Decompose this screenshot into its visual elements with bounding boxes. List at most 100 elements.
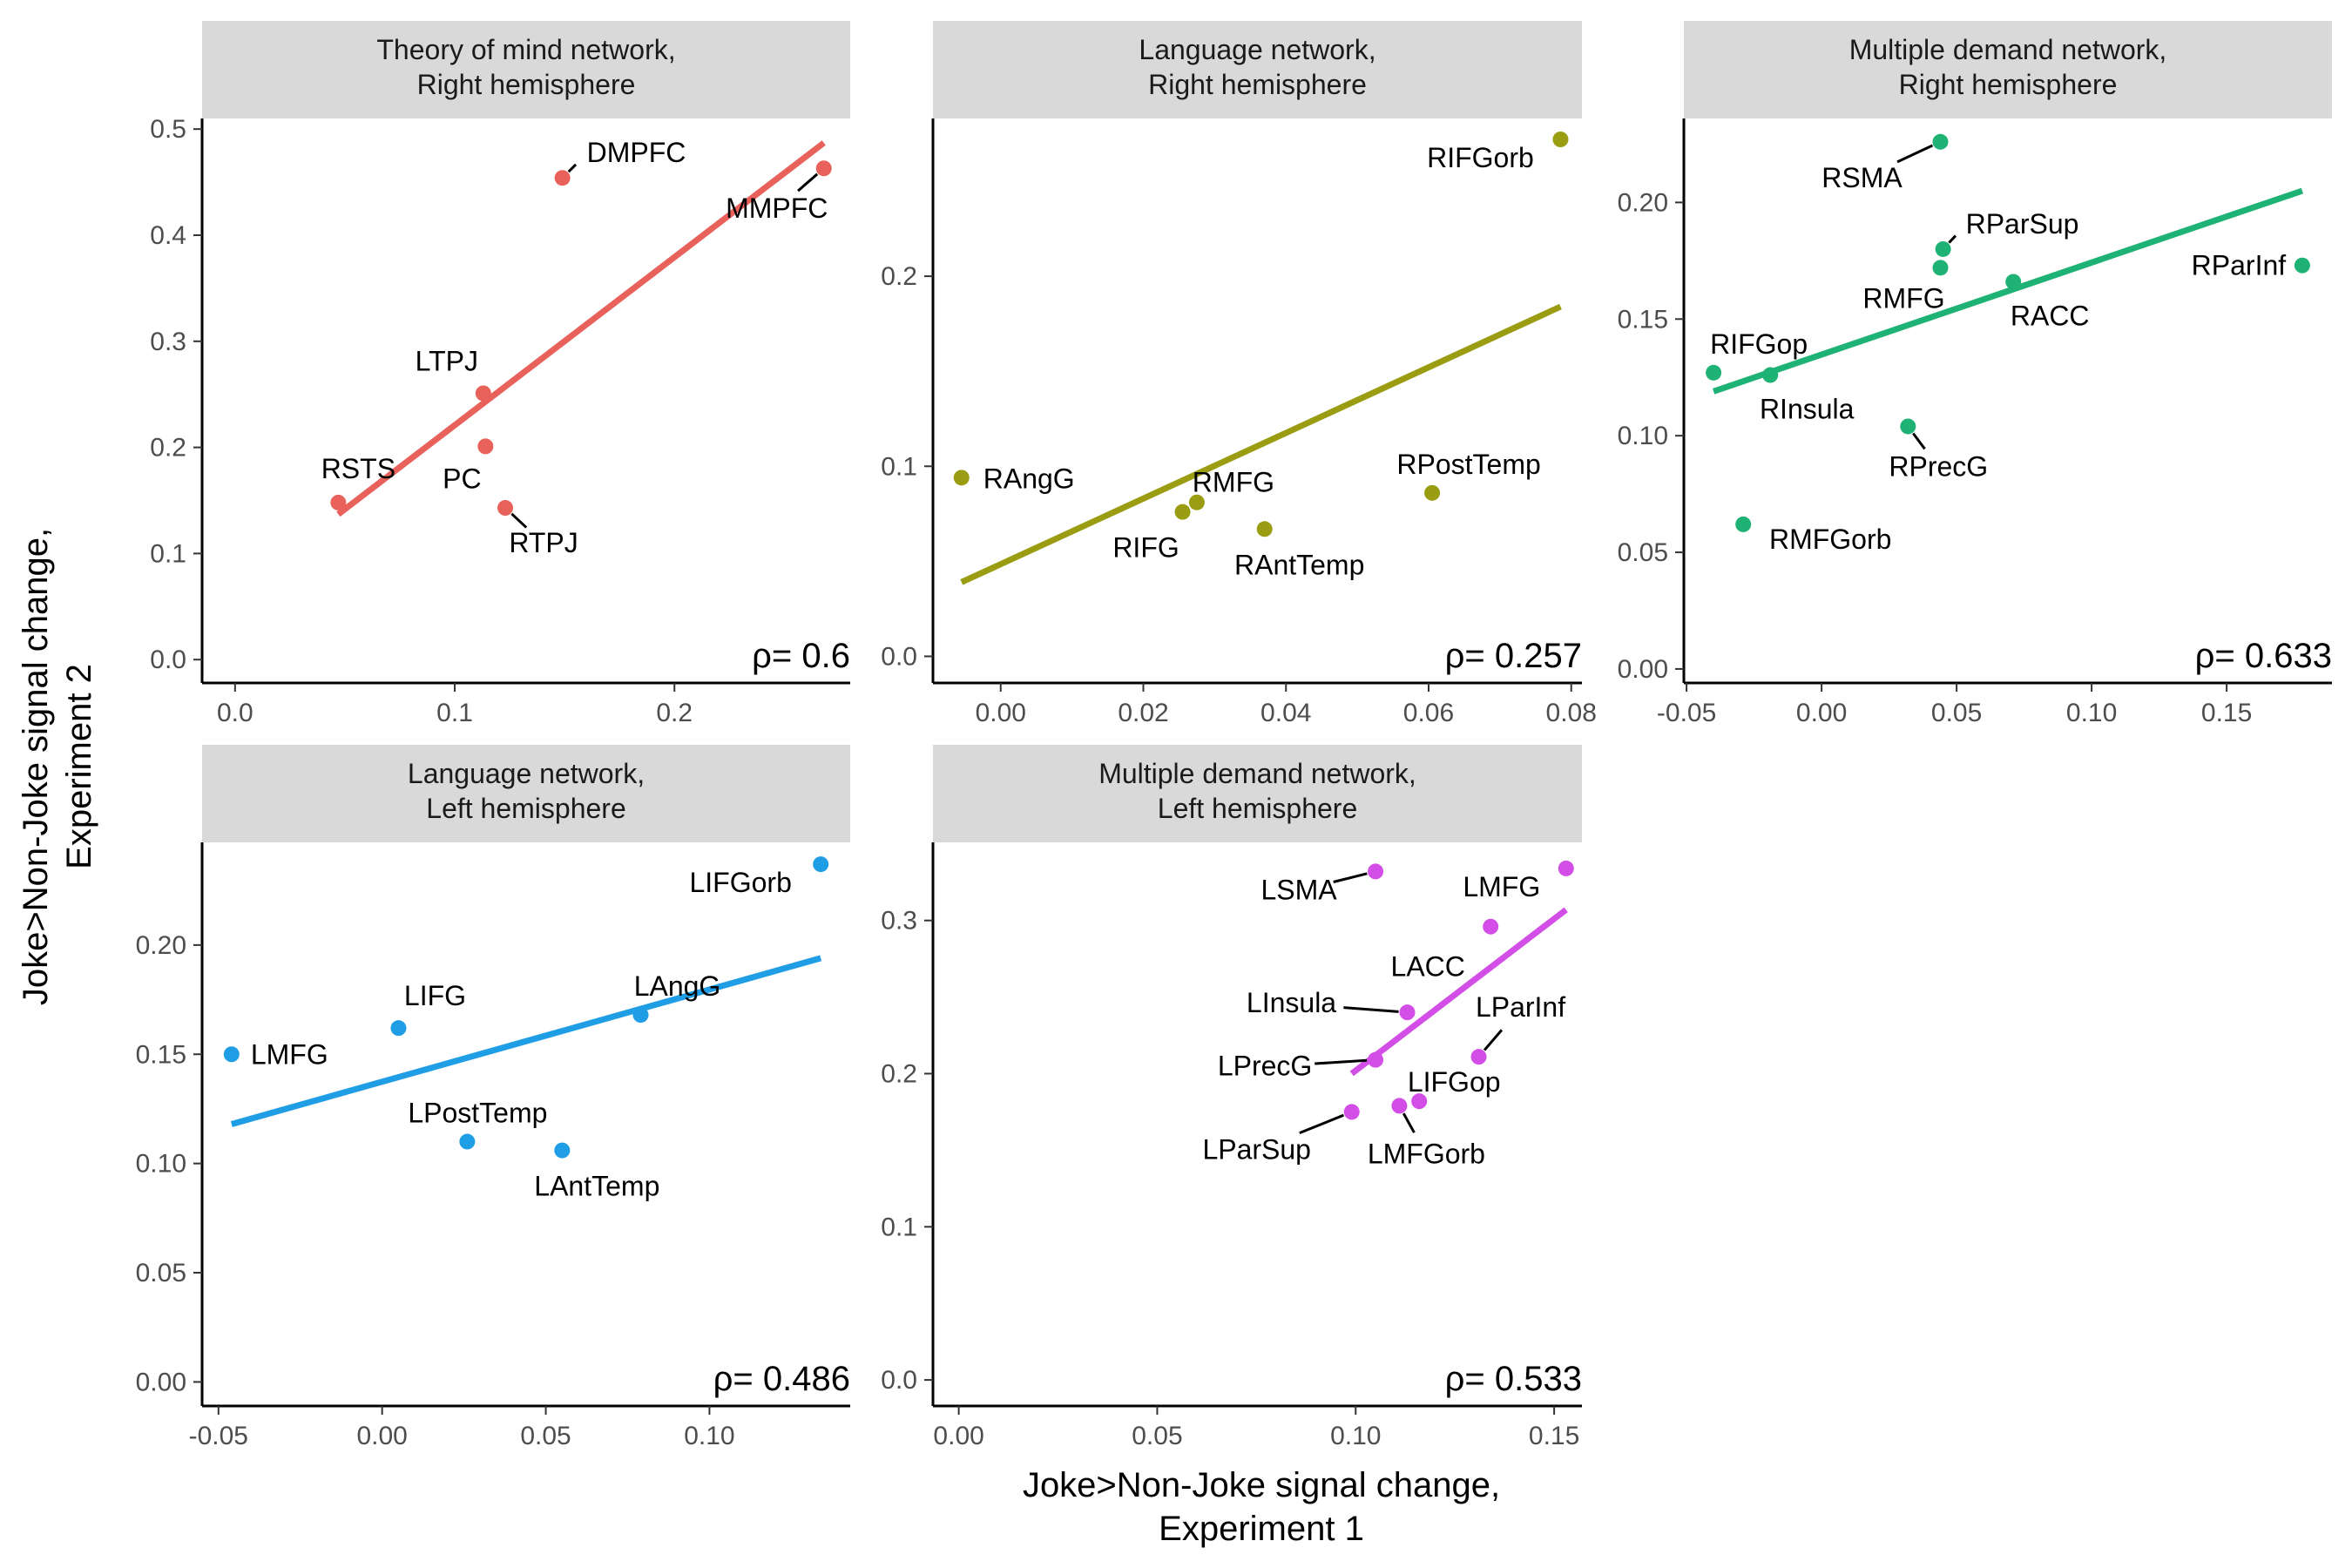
data-point-rtpj	[497, 500, 514, 517]
data-point-lmfg	[223, 1046, 240, 1063]
data-point-rinsula	[1762, 367, 1779, 383]
point-label-lparinf: LParInf	[1476, 991, 1565, 1023]
point-label-lposttemp: LPostTemp	[408, 1098, 547, 1129]
y-tick-label: 0.15	[1618, 305, 1668, 334]
panel-5: Multiple demand network, Left hemisphere 0…	[881, 745, 1582, 1450]
x-tick-label: 0.04	[1260, 699, 1311, 727]
point-label-lifgop: LIFGop	[1408, 1066, 1501, 1098]
data-point-lsma	[1368, 863, 1384, 880]
data-point-rangg	[953, 470, 970, 486]
rho-annotation: ρ= 0.533	[1445, 1360, 1582, 1398]
x-axis-title-line-2: Experiment 1	[1159, 1510, 1364, 1548]
y-tick-label: 0.00	[136, 1368, 186, 1396]
panel-strip-background	[202, 745, 850, 842]
y-axis-title-line-2: Experiment 2	[60, 664, 98, 869]
x-tick-label: 0.06	[1403, 699, 1454, 727]
x-tick-label: 0.0	[217, 699, 253, 727]
data-point-lmfgorb	[1391, 1098, 1408, 1114]
panel-strip-background	[933, 21, 1582, 118]
point-label-rmfgorb: RMFGorb	[1769, 524, 1891, 555]
regression-line	[230, 955, 822, 1127]
point-label-rparinf: RParInf	[2192, 250, 2287, 281]
panel-title-line-2: Right hemisphere	[1148, 69, 1367, 100]
data-point-ranttemp	[1256, 521, 1273, 537]
data-point-lposttemp	[459, 1133, 476, 1150]
y-tick-label: 0.20	[136, 931, 186, 960]
data-point-linsula	[1399, 1004, 1416, 1021]
x-tick-label: -0.05	[1657, 699, 1716, 727]
label-leader-rsma	[1896, 144, 1934, 164]
data-point-pc	[477, 438, 494, 455]
panel-3: Multiple demand network, Right hemisphere…	[1618, 21, 2332, 727]
data-point-dmpfc	[554, 170, 571, 186]
label-leader-lmfgorb	[1402, 1112, 1416, 1133]
panel-title-line-1: Language network,	[408, 758, 645, 789]
x-tick-label: 0.02	[1118, 699, 1168, 727]
y-tick-label: 0.05	[1618, 538, 1668, 567]
point-label-mmpfc: MMPFC	[726, 193, 828, 224]
x-tick-label: 0.05	[1132, 1422, 1182, 1450]
point-label-racc: RACC	[2011, 300, 2090, 331]
data-point-ltpj	[475, 385, 491, 402]
data-point-rparinf	[2294, 257, 2310, 274]
data-point-lmfg	[1558, 860, 1574, 876]
regression-line	[336, 140, 826, 517]
x-tick-label: 0.10	[684, 1422, 734, 1450]
rho-annotation: ρ= 0.486	[713, 1360, 850, 1398]
point-label-lsma: LSMA	[1260, 874, 1337, 905]
point-label-lifg: LIFG	[404, 980, 466, 1011]
label-leader-mmpfc	[797, 172, 819, 193]
label-leader-lparinf	[1483, 1029, 1504, 1051]
panel-title-line-1: Multiple demand network,	[1849, 34, 2167, 65]
data-point-lifgorb	[813, 856, 829, 873]
label-leader-lsma	[1333, 872, 1368, 883]
data-point-lparinf	[1470, 1049, 1487, 1065]
data-point-rposttemp	[1424, 484, 1441, 501]
point-label-rangg: RAngG	[983, 463, 1075, 494]
x-axis-title-line-1: Joke>Non-Joke signal change,	[1023, 1466, 1500, 1504]
point-label-lmfg: LMFG	[251, 1038, 328, 1070]
x-tick-label: 0.00	[933, 1422, 983, 1450]
data-point-lanttemp	[554, 1142, 571, 1159]
panel-2: Language network, Right hemisphere 0.00 0.0…	[881, 21, 1597, 727]
rho-annotation: ρ= 0.6	[752, 637, 850, 675]
y-tick-label: 0.0	[881, 642, 917, 671]
point-label-lifgorb: LIFGorb	[689, 867, 791, 898]
data-point-rprecg	[1900, 418, 1916, 435]
regression-line	[960, 303, 1562, 585]
y-tick-label: 0.4	[150, 221, 186, 250]
rho-annotation: ρ= 0.257	[1445, 637, 1582, 675]
data-point-rsts	[330, 494, 347, 510]
point-label-lacc: LACC	[1391, 951, 1465, 983]
y-tick-label: 0.00	[1618, 655, 1668, 684]
y-tick-label: 0.1	[881, 1213, 917, 1241]
label-leader-lprecg	[1315, 1058, 1368, 1065]
label-leader-dmpfc	[567, 163, 578, 173]
y-tick-label: 0.10	[136, 1150, 186, 1179]
y-tick-label: 0.05	[136, 1259, 186, 1288]
data-point-rifgop	[1706, 364, 1722, 381]
y-tick-label: 0.0	[881, 1366, 917, 1395]
panel-title-line-2: Right hemisphere	[417, 69, 636, 100]
panel-strip-background	[933, 745, 1582, 842]
point-label-rifgorb: RIFGorb	[1427, 142, 1534, 173]
x-tick-label: 0.15	[1529, 1422, 1579, 1450]
x-tick-label: 0.2	[656, 699, 693, 727]
label-leader-rparsup	[1948, 234, 1957, 244]
y-tick-label: 0.5	[150, 115, 186, 144]
rho-annotation: ρ= 0.633	[2195, 637, 2332, 675]
point-label-pc: PC	[443, 463, 481, 494]
y-tick-label: 0.3	[150, 328, 186, 356]
panel-title-line-1: Theory of mind network,	[376, 34, 675, 65]
x-tick-label: 0.10	[1330, 1422, 1381, 1450]
data-point-mmpfc	[815, 160, 832, 177]
label-leader-linsula	[1343, 1006, 1399, 1013]
x-tick-label: 0.10	[2066, 699, 2117, 727]
data-point-rparsup	[1935, 240, 1951, 257]
label-leader-rprecg	[1912, 432, 1926, 450]
x-tick-label: 0.00	[356, 1422, 407, 1450]
panel-1: Theory of mind network, Right hemisphere 0…	[150, 21, 850, 727]
data-point-rmfg	[1932, 260, 1949, 276]
data-point-lifgop	[1411, 1093, 1428, 1110]
